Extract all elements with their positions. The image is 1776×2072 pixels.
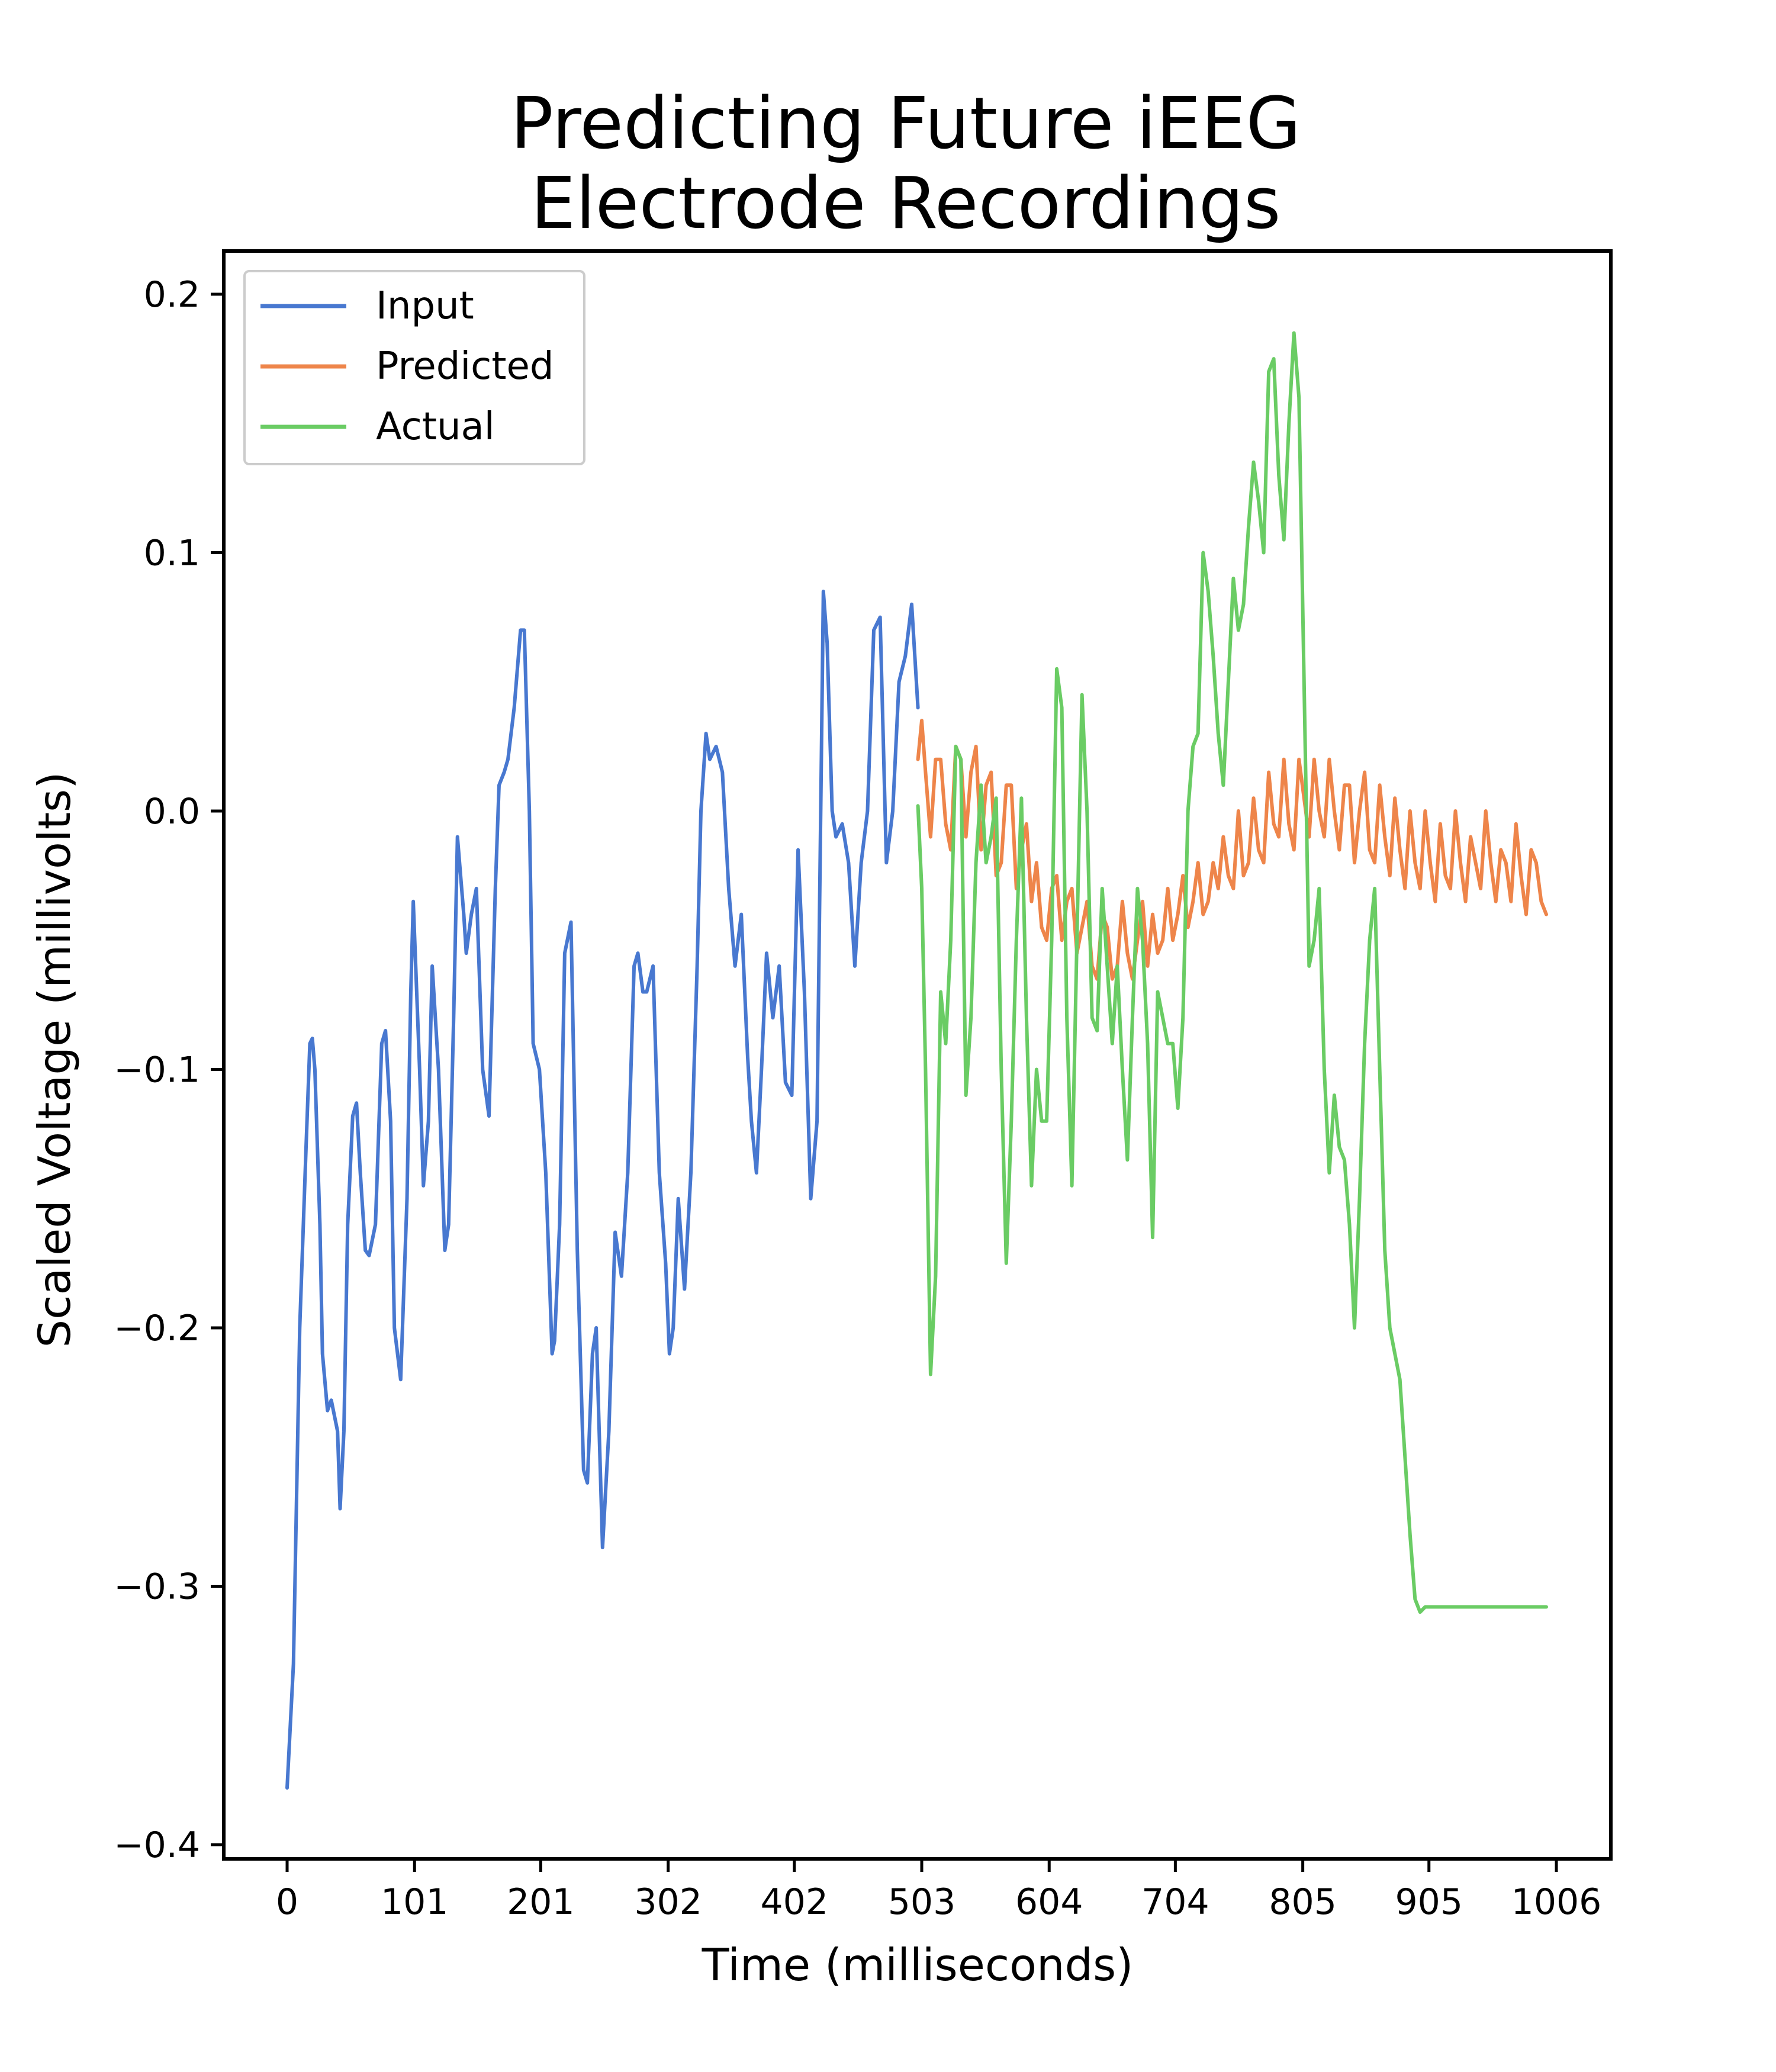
chart-title-line-2: Electrode Recordings: [531, 163, 1281, 245]
y-tick-label: −0.4: [114, 1825, 200, 1866]
input-series-line: [285, 590, 920, 1790]
x-tick-label: 604: [1015, 1881, 1083, 1923]
plot-frame: [222, 249, 1613, 1861]
legend-actual-label: Actual: [376, 405, 495, 449]
x-tick-label: 704: [1141, 1881, 1209, 1923]
y-tick-label: 0.1: [144, 533, 200, 574]
x-tick-label: 101: [381, 1881, 449, 1923]
legend-predicted-label: Predicted: [376, 345, 554, 388]
y-tick-label: −0.1: [114, 1050, 200, 1091]
x-tick-label: 201: [507, 1881, 575, 1923]
series-lines: [285, 331, 1548, 1790]
x-tick-label: 1006: [1511, 1881, 1602, 1923]
x-tick-label: 302: [634, 1881, 702, 1923]
chart-title-line-1: Predicting Future iEEG: [510, 83, 1301, 165]
y-tick-label: 0.0: [144, 791, 200, 832]
x-tick-label: 402: [760, 1881, 828, 1923]
x-axis-ticks: 0 101 201 302 402 503 604 704 805 905 1006: [276, 1859, 1601, 1923]
legend: Input Predicted Actual: [243, 270, 585, 465]
legend-box: [243, 270, 585, 465]
x-tick-label: 0: [276, 1881, 298, 1923]
x-tick-label: 503: [888, 1881, 956, 1923]
y-tick-label: 0.2: [144, 274, 200, 316]
x-tick-label: 805: [1269, 1881, 1337, 1923]
y-tick-label: −0.2: [114, 1308, 200, 1349]
actual-series-line: [916, 331, 1548, 1614]
y-tick-label: −0.3: [114, 1566, 200, 1608]
y-axis-label: Scaled Voltage (millivolts): [28, 772, 81, 1348]
x-axis-label: Time (milliseconds): [702, 1939, 1134, 1991]
legend-input-label: Input: [376, 284, 474, 328]
y-axis-ticks: 0.2 0.1 0.0 −0.1 −0.2 −0.3 −0.4: [114, 274, 224, 1866]
predicted-series-line: [916, 719, 1548, 981]
x-tick-label: 905: [1395, 1881, 1463, 1923]
